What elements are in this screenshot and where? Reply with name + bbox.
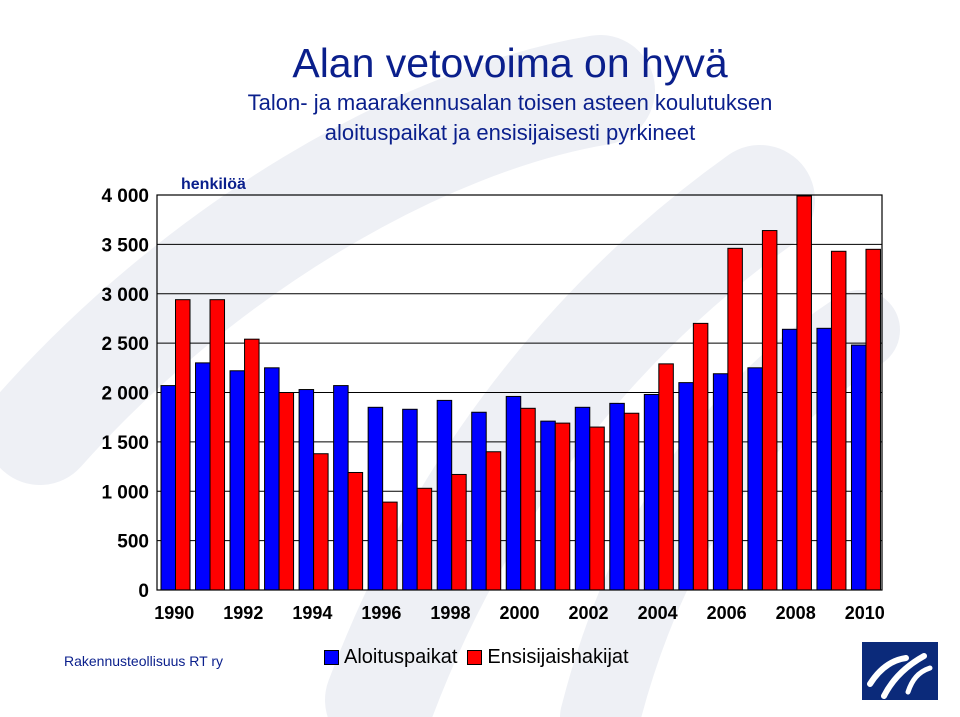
y-tick-label: 3 500 [101, 235, 149, 256]
bar-ensisijaishakijat-1990 [175, 299, 191, 591]
bar-ensisijaishakijat-1996 [382, 501, 398, 591]
bar-ensisijaishakijat-1993 [278, 392, 295, 591]
bar-aloituspaikat-2005 [678, 382, 694, 591]
x-axis-tick-labels: 1990 1992 1994 1996 1998 2000 2002 2004 2006 2008… [154, 603, 885, 623]
x-tick-label: 1992 [223, 603, 263, 623]
bar-ensisijaishakijat-2007 [761, 230, 778, 591]
x-tick-label: 1996 [361, 603, 401, 623]
bar-ensisijaishakijat-1992 [244, 338, 260, 591]
bar-ensisijaishakijat-2003 [623, 412, 640, 591]
y-tick-label: 0 [138, 581, 149, 602]
bar-aloituspaikat-2003 [609, 402, 625, 591]
bar-ensisijaishakijat-2008 [796, 195, 812, 591]
logo-swoosh-2 [881, 653, 927, 699]
bar-ensisijaishakijat-1994 [313, 453, 329, 591]
legend: Aloituspaikat Ensisijaishakijat [324, 646, 639, 669]
bar-aloituspaikat-1998 [436, 399, 453, 591]
bar-aloituspaikat-2010 [850, 344, 867, 591]
bar-ensisijaishakijat-2002 [589, 426, 605, 591]
bar-ensisijaishakijat-2009 [830, 250, 847, 591]
bar-ensisijaishakijat-2000 [520, 407, 536, 591]
legend-swatch-ensisijaishakijat [467, 650, 483, 665]
chart-subtitle: Talon- ja maarakennusalan toisen asteen … [140, 88, 880, 148]
bar-ensisijaishakijat-1991 [209, 299, 226, 591]
logo-swoosh-1 [867, 655, 909, 687]
bar-aloituspaikat-2001 [540, 420, 556, 591]
bar-aloituspaikat-1995 [333, 385, 349, 591]
bar-ensisijaishakijat-2004 [658, 363, 674, 591]
legend-label-ensisijaishakijat: Ensisijaishakijat [487, 646, 629, 668]
subtitle-line-1: Talon- ja maarakennusalan toisen asteen … [247, 90, 773, 115]
y-tick-label: 2 500 [101, 334, 149, 355]
x-tick-label: 2004 [638, 603, 678, 623]
bar-aloituspaikat-1996 [367, 406, 384, 591]
y-tick-label: 1 000 [101, 482, 149, 503]
x-tick-label: 1998 [430, 603, 470, 623]
bar-ensisijaishakijat-1999 [485, 451, 502, 591]
x-tick-label: 1994 [292, 603, 332, 623]
plot-border [156, 194, 883, 591]
bar-aloituspaikat-1992 [229, 370, 246, 591]
bar-ensisijaishakijat-2001 [554, 422, 571, 591]
chart-title: Alan vetovoima on hyvä [292, 40, 728, 86]
y-tick-label: 3 000 [101, 285, 149, 306]
y-tick-label: 1 500 [101, 433, 149, 454]
bar-aloituspaikat-2002 [574, 406, 591, 591]
bar-aloituspaikat-2004 [643, 393, 660, 591]
legend-label-aloituspaikat: Aloituspaikat [344, 646, 458, 668]
bar-aloituspaikat-2009 [816, 327, 832, 591]
x-tick-label: 1990 [154, 603, 194, 623]
y-tick-label: 2 000 [101, 384, 149, 405]
legend-item-aloituspaikat: Aloituspaikat [324, 646, 457, 669]
bar-aloituspaikat-1993 [264, 367, 280, 591]
bar-aloituspaikat-2008 [781, 328, 798, 591]
subtitle-line-2: aloituspaikat ja ensisijaisesti pyrkinee… [324, 120, 696, 145]
legend-swatch-aloituspaikat [324, 650, 339, 665]
x-tick-label: 2000 [499, 603, 539, 623]
bar-aloituspaikat-1991 [195, 362, 211, 591]
y-axis-tick-labels: 0 500 1 000 1 500 2 000 2 500 3 000 3 500 4 000 [101, 186, 149, 602]
x-tick-label: 2008 [776, 603, 816, 623]
bar-ensisijaishakijat-1997 [416, 487, 433, 591]
rt-logo-icon [862, 642, 938, 700]
bar-ensisijaishakijat-2006 [727, 247, 743, 591]
bar-ensisijaishakijat-1995 [347, 471, 364, 591]
y-tick-label: 500 [117, 532, 149, 553]
bar-aloituspaikat-1999 [471, 411, 487, 591]
logo-swoosh-3 [905, 665, 933, 695]
bar-aloituspaikat-1990 [160, 385, 176, 591]
y-tick-label: 4 000 [101, 186, 149, 207]
bars [160, 195, 881, 591]
bar-ensisijaishakijat-2010 [865, 248, 881, 591]
y-axis-unit-label: henkilöä [181, 176, 246, 193]
bar-aloituspaikat-1994 [298, 389, 315, 591]
bar-ensisijaishakijat-2005 [692, 322, 709, 591]
x-tick-label: 2002 [569, 603, 609, 623]
bar-aloituspaikat-2007 [747, 367, 763, 591]
bar-aloituspaikat-1997 [402, 408, 418, 591]
source-label: Rakennusteollisuus RT ry [64, 653, 224, 669]
bar-aloituspaikat-2006 [712, 373, 729, 591]
x-tick-label: 2010 [845, 603, 885, 623]
bar-aloituspaikat-2000 [505, 395, 522, 591]
x-tick-label: 2006 [707, 603, 747, 623]
plot-frame [156, 194, 883, 591]
bar-ensisijaishakijat-1998 [451, 473, 467, 591]
legend-item-ensisijaishakijat: Ensisijaishakijat [467, 646, 629, 669]
